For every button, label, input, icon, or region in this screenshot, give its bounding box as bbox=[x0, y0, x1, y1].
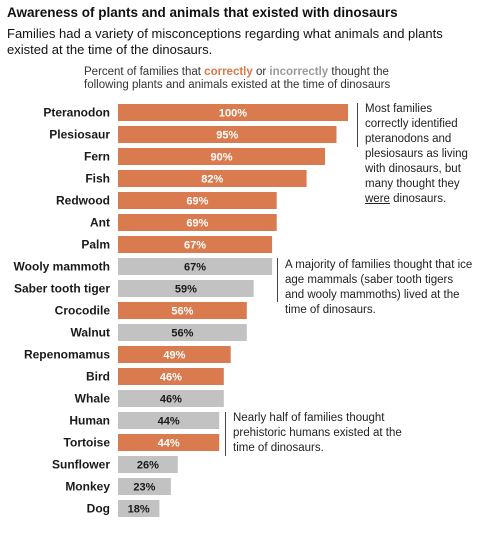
bar-pteranodon bbox=[118, 104, 348, 121]
category-label: Redwood bbox=[56, 194, 110, 208]
category-label: Saber tooth tiger bbox=[14, 282, 110, 296]
bar-human bbox=[118, 412, 220, 429]
bar-plesiosaur bbox=[118, 126, 337, 143]
bar-whale bbox=[118, 390, 224, 407]
annotation-1-underlined: were bbox=[365, 193, 390, 205]
value-label: 100% bbox=[219, 108, 247, 120]
value-label: 95% bbox=[216, 130, 238, 142]
bar-ant bbox=[118, 214, 277, 231]
value-label: 49% bbox=[163, 350, 185, 362]
category-label: Palm bbox=[81, 238, 110, 252]
value-label: 44% bbox=[158, 438, 180, 450]
legend-prefix: Percent of families that bbox=[84, 66, 205, 78]
category-label: Plesiosaur bbox=[49, 128, 110, 142]
chart-title: Awareness of plants and animals that exi… bbox=[7, 5, 398, 20]
category-label: Walnut bbox=[70, 326, 110, 340]
bar-repenomamus bbox=[118, 346, 231, 363]
annotation-2-text: A majority of families thought that ice … bbox=[285, 259, 473, 316]
bar-dog bbox=[118, 500, 160, 517]
value-label: 23% bbox=[133, 482, 155, 494]
annotation-3: Nearly half of families thought prehisto… bbox=[233, 411, 425, 456]
legend-or-word: or bbox=[252, 66, 270, 78]
category-label: Pteranodon bbox=[43, 106, 110, 120]
value-label: 46% bbox=[160, 394, 182, 406]
value-label: 59% bbox=[175, 284, 197, 296]
category-label: Bird bbox=[86, 370, 110, 384]
value-label: 69% bbox=[186, 196, 208, 208]
category-label: Fish bbox=[85, 172, 110, 186]
bar-saber-tooth-tiger bbox=[118, 280, 254, 297]
bar-tortoise bbox=[118, 434, 220, 451]
annotation-1-text-end: dinosaurs. bbox=[389, 193, 447, 205]
legend-suffix: thought the following plants and animals… bbox=[84, 66, 391, 91]
value-label: 67% bbox=[184, 262, 206, 274]
category-label: Repenomamus bbox=[24, 348, 110, 362]
bar-bird bbox=[118, 368, 224, 385]
annotation-1-text: Most families correctly identified ptera… bbox=[365, 103, 468, 190]
category-label: Sunflower bbox=[52, 458, 110, 472]
bar-palm bbox=[118, 236, 273, 253]
legend-incorrect-word: incorrectly bbox=[269, 66, 329, 78]
value-label: 56% bbox=[171, 328, 193, 340]
category-label: Dog bbox=[87, 502, 110, 516]
value-label: 18% bbox=[128, 504, 150, 516]
bar-sunflower bbox=[118, 456, 178, 473]
bar-crocodile bbox=[118, 302, 247, 319]
annotation-1: Most families correctly identified ptera… bbox=[365, 102, 477, 207]
category-label: Human bbox=[69, 414, 110, 428]
value-label: 69% bbox=[186, 218, 208, 230]
bar-walnut bbox=[118, 324, 247, 341]
annotation-3-text: Nearly half of families thought prehisto… bbox=[233, 412, 402, 454]
value-label: 82% bbox=[201, 174, 223, 186]
value-label: 46% bbox=[160, 372, 182, 384]
category-label: Wooly mammoth bbox=[14, 260, 110, 274]
category-label: Whale bbox=[75, 392, 111, 406]
category-label: Ant bbox=[90, 216, 110, 230]
value-label: 44% bbox=[158, 416, 180, 428]
annotation-1-bracket bbox=[357, 103, 358, 147]
category-label: Fern bbox=[84, 150, 110, 164]
bar-monkey bbox=[118, 478, 171, 495]
bar-wooly-mammoth bbox=[118, 258, 273, 275]
annotation-2-bracket bbox=[277, 258, 278, 302]
bar-redwood bbox=[118, 192, 277, 209]
annotation-2: A majority of families thought that ice … bbox=[285, 258, 475, 318]
value-label: 90% bbox=[210, 152, 232, 164]
category-label: Crocodile bbox=[55, 304, 111, 318]
category-label: Tortoise bbox=[64, 436, 111, 450]
value-label: 67% bbox=[184, 240, 206, 252]
value-label: 26% bbox=[137, 460, 159, 472]
chart-subtitle: Families had a variety of misconceptions… bbox=[7, 26, 443, 57]
category-label: Monkey bbox=[65, 480, 110, 494]
value-label: 56% bbox=[171, 306, 193, 318]
bar-fish bbox=[118, 170, 307, 187]
legend-text: Percent of families that correctly or in… bbox=[84, 66, 424, 92]
bar-fern bbox=[118, 148, 325, 165]
annotation-3-bracket bbox=[225, 412, 226, 456]
legend-correct-word: correctly bbox=[204, 66, 253, 78]
